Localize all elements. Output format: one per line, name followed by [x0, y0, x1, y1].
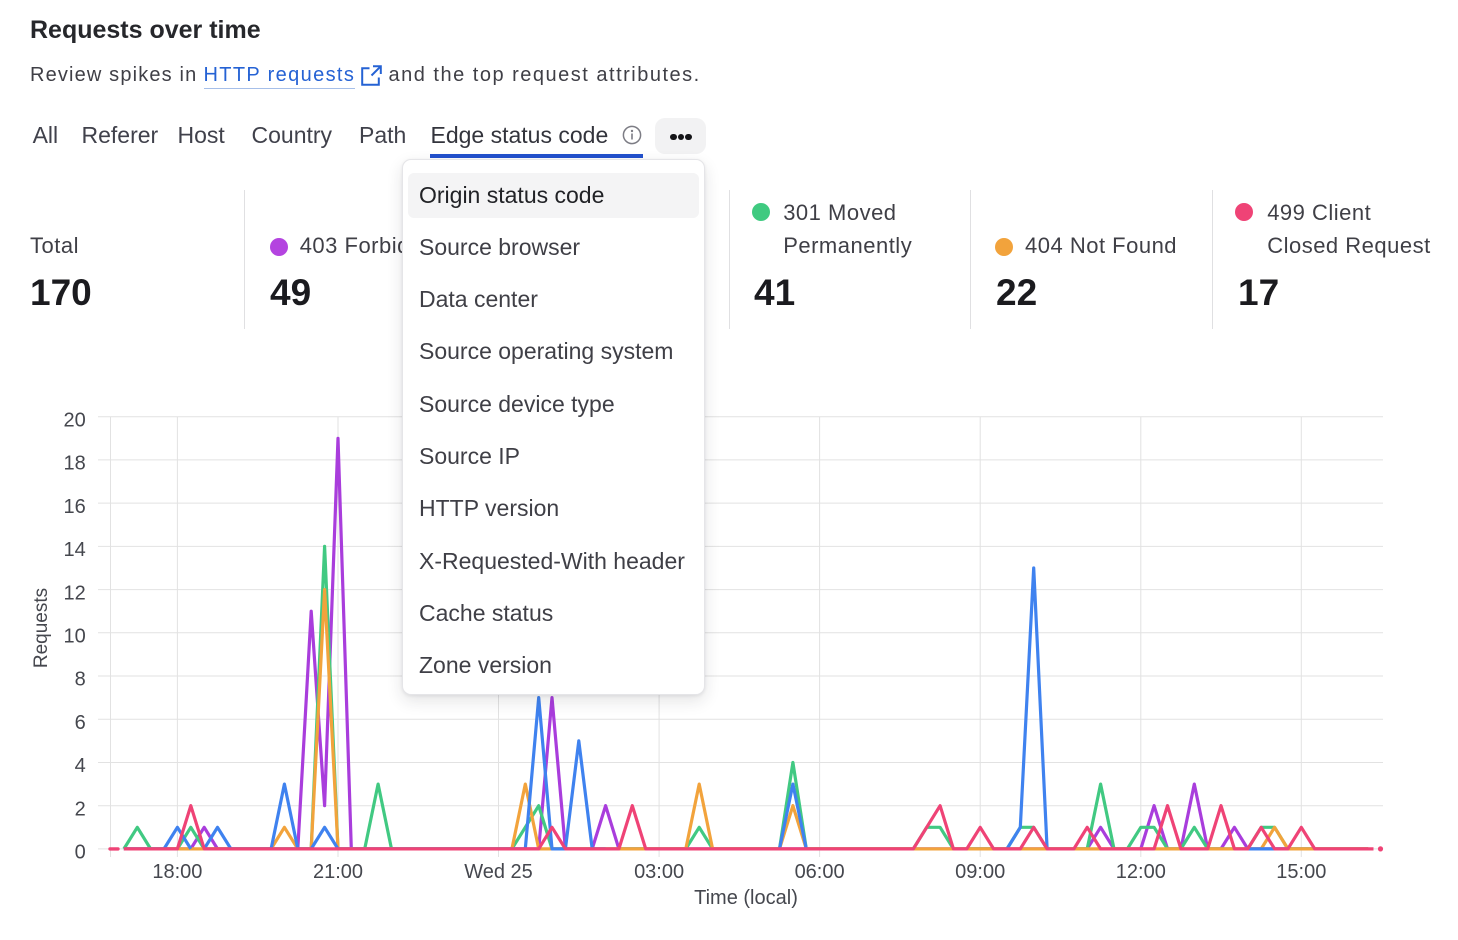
- svg-text:14: 14: [64, 539, 86, 561]
- svg-text:21:00: 21:00: [313, 861, 363, 883]
- svg-text:09:00: 09:00: [955, 861, 1005, 883]
- svg-text:03:00: 03:00: [634, 861, 684, 883]
- svg-text:Wed 25: Wed 25: [464, 861, 533, 883]
- svg-text:12: 12: [64, 582, 86, 604]
- svg-text:0: 0: [75, 842, 86, 864]
- svg-text:8: 8: [75, 669, 86, 691]
- svg-text:16: 16: [64, 496, 86, 518]
- svg-text:12:00: 12:00: [1116, 861, 1166, 883]
- svg-text:Time (local): Time (local): [694, 887, 798, 909]
- svg-text:4: 4: [75, 755, 86, 777]
- svg-text:6: 6: [75, 712, 86, 734]
- svg-text:10: 10: [64, 626, 86, 648]
- svg-text:18:00: 18:00: [152, 861, 202, 883]
- svg-text:18: 18: [64, 453, 86, 475]
- svg-text:20: 20: [64, 409, 86, 431]
- svg-text:2: 2: [75, 798, 86, 820]
- svg-text:06:00: 06:00: [795, 861, 845, 883]
- svg-text:15:00: 15:00: [1276, 861, 1326, 883]
- svg-text:Requests: Requests: [31, 588, 52, 668]
